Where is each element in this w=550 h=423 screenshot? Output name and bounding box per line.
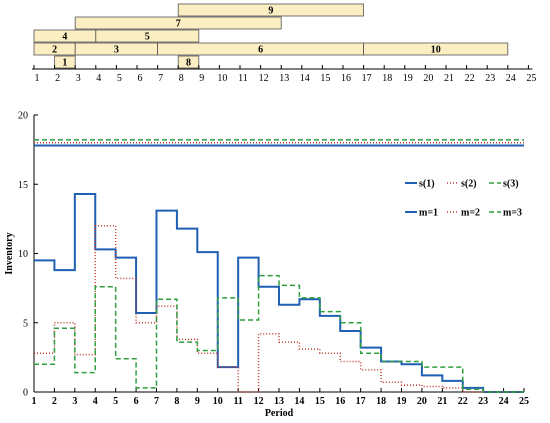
x-tick-label: 1	[32, 396, 37, 407]
x-axis-title: Period	[265, 408, 294, 419]
x-tick-label: 4	[93, 396, 98, 407]
gantt-x-tick-label: 22	[465, 73, 475, 84]
gantt-bar	[54, 55, 76, 69]
gantt-bar	[177, 55, 200, 69]
x-tick-label: 10	[213, 396, 223, 407]
gantt-bar	[363, 42, 509, 56]
y-tick-label: 0	[23, 388, 28, 399]
x-tick-label: 12	[254, 396, 264, 407]
gantt-x-tick-label: 11	[238, 73, 248, 84]
gantt-x-tick-label: 5	[117, 73, 122, 84]
gantt-x-tick-label: 1	[35, 73, 40, 84]
gantt-x-tick-label: 3	[76, 73, 81, 84]
gantt-x-tick-label: 13	[279, 73, 289, 84]
legend-label: s(2)	[461, 179, 477, 190]
series-line-s3	[34, 274, 524, 393]
gantt-x-tick-label: 10	[217, 73, 227, 84]
gantt-x-tick-label: 24	[506, 73, 516, 84]
gantt-bar-label: 2	[52, 45, 57, 56]
y-tick-label: 5	[23, 318, 28, 329]
gantt-x-tick-label: 16	[341, 73, 351, 84]
x-tick-label: 23	[478, 396, 488, 407]
x-tick-label: 15	[315, 396, 325, 407]
x-tick-label: 3	[72, 396, 77, 407]
y-axis-title: Inventory	[4, 232, 15, 274]
gantt-x-tick-label: 18	[382, 73, 392, 84]
gantt-x-tick-label: 12	[259, 73, 269, 84]
legend-label: m=1	[419, 208, 438, 219]
x-tick-label: 19	[397, 396, 407, 407]
x-tick-label: 25	[519, 396, 529, 407]
gantt-bar-label: 4	[62, 32, 67, 43]
x-tick-label: 17	[356, 396, 366, 407]
gantt-x-tick-label: 6	[138, 73, 143, 84]
gantt-bar-label: 8	[186, 58, 191, 69]
x-tick-label: 24	[499, 396, 509, 407]
x-tick-label: 13	[274, 396, 284, 407]
series-line-s2	[34, 225, 524, 393]
gantt-bar-label: 1	[62, 58, 67, 69]
gantt-bar	[74, 16, 282, 30]
y-tick-label: 10	[18, 249, 28, 260]
x-tick-label: 11	[233, 396, 242, 407]
x-tick-label: 9	[195, 396, 200, 407]
x-tick-label: 5	[113, 396, 118, 407]
gantt-bar	[177, 3, 364, 17]
gantt-x-tick-label: 4	[96, 73, 101, 84]
gantt-bar-label: 9	[268, 6, 273, 17]
gantt-bar-label: 7	[176, 19, 181, 30]
gantt-x-tick-label: 15	[320, 73, 330, 84]
gantt-x-tick-label: 23	[485, 73, 495, 84]
legend-label: m=3	[503, 208, 522, 219]
gantt-x-tick-label: 19	[403, 73, 413, 84]
legend-label: s(3)	[503, 179, 519, 190]
gantt-x-tick-label: 7	[158, 73, 163, 84]
x-tick-label: 6	[134, 396, 139, 407]
x-tick-label: 16	[335, 396, 345, 407]
y-tick-label: 20	[18, 111, 28, 122]
x-tick-label: 18	[376, 396, 386, 407]
gantt-x-tick-label: 21	[444, 73, 454, 84]
y-tick-label: 15	[18, 180, 28, 191]
gantt-x-tick-label: 14	[300, 73, 310, 84]
gantt-x-tick-label: 20	[423, 73, 433, 84]
gantt-x-tick-label: 17	[362, 73, 372, 84]
gantt-chart: 974 52 3 6 101 81 2 3 4 5 6 7 8 9 10 11 12 13 14 15 16 17 18 19…	[32, 3, 536, 84]
gantt-x-tick-label: 2	[55, 73, 60, 84]
x-tick-label: 8	[174, 396, 179, 407]
legend-label: m=2	[461, 208, 480, 219]
x-tick-label: 2	[52, 396, 57, 407]
x-tick-label: 7	[154, 396, 159, 407]
x-tick-label: 20	[417, 396, 427, 407]
x-tick-label: 14	[294, 396, 304, 407]
x-tick-label: 21	[437, 396, 447, 407]
gantt-x-tick-label: 9	[199, 73, 204, 84]
gantt-bar-label: 5	[145, 32, 150, 43]
gantt-x-tick-label: 25	[526, 73, 536, 84]
gantt-x-tick-label: 8	[179, 73, 184, 84]
gantt-bar-label: 10	[431, 45, 441, 56]
gantt-bar-label: 3	[114, 45, 119, 56]
gantt-bar-label: 6	[258, 45, 263, 56]
series-line-s1	[34, 192, 524, 393]
gantt-bar	[95, 29, 200, 43]
legend-label: s(1)	[419, 179, 435, 190]
x-tick-label: 22	[458, 396, 468, 407]
